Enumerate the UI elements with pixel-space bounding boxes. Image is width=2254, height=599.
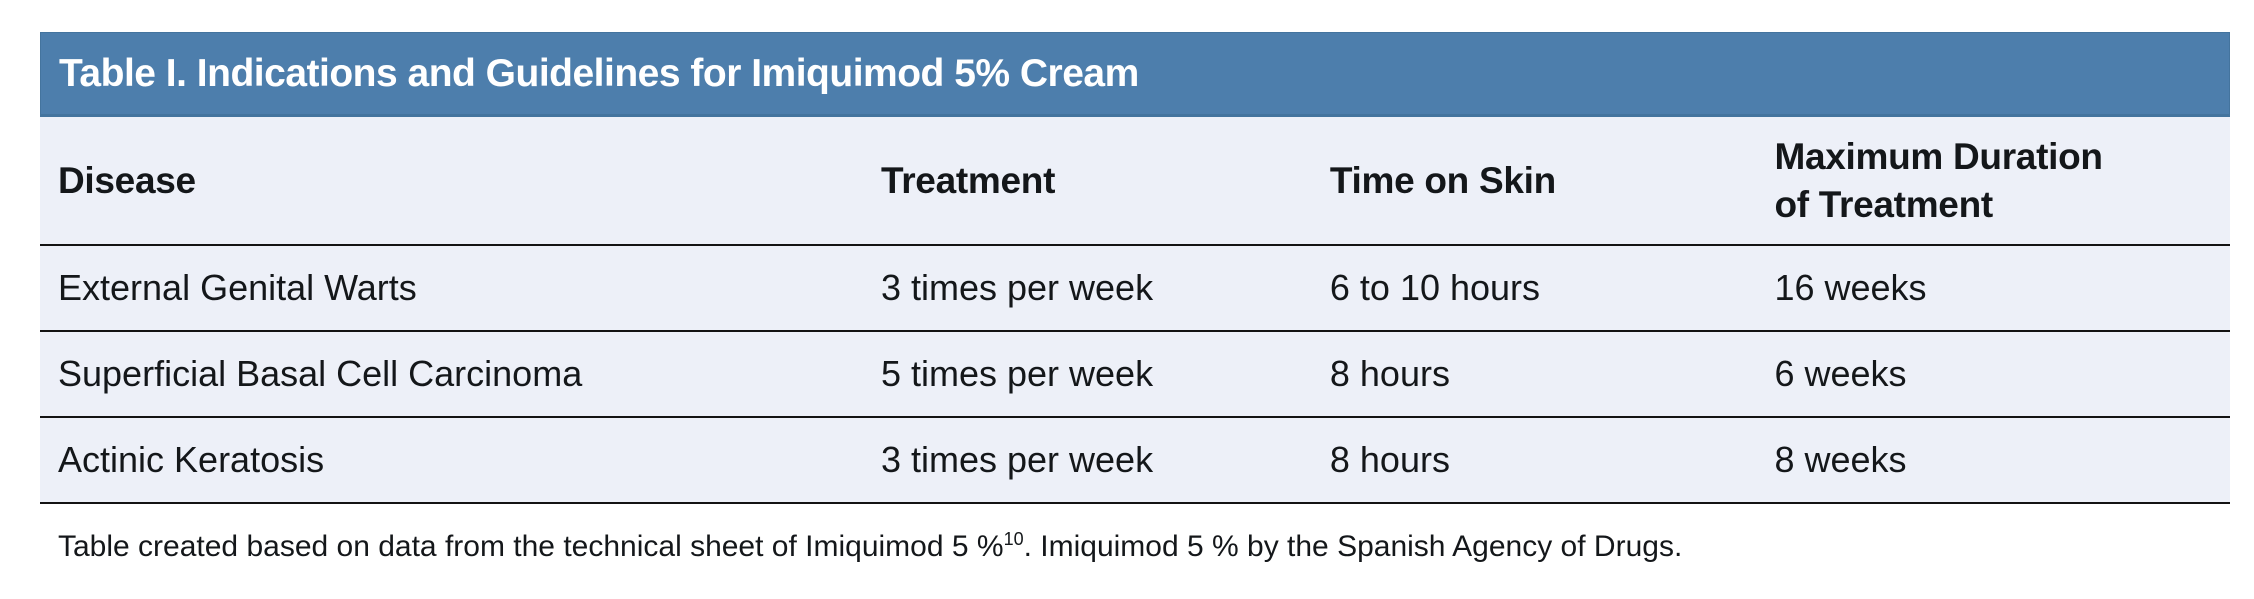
footnote-text-after-citation: . Imiquimod 5 % by the Spanish Agency of… (1023, 530, 1683, 563)
footnote-text-before-citation: Table created based on data from the tec… (58, 530, 1004, 563)
table-footnote: Table created based on data from the tec… (58, 530, 2230, 564)
cell-disease: Superficial Basal Cell Carcinoma (40, 331, 881, 418)
cell-time-on-skin: 8 hours (1329, 331, 1775, 418)
cell-treatment: 3 times per week (880, 417, 1330, 504)
column-header-time-on-skin: Time on Skin (1329, 117, 1775, 246)
cell-max-duration: 16 weeks (1774, 245, 2230, 332)
cell-time-on-skin: 8 hours (1329, 417, 1775, 504)
table-figure: Table I. Indications and Guidelines for … (40, 32, 2230, 564)
column-header-maximum-duration-label: Maximum Duration of Treatment (1774, 136, 2103, 225)
cell-treatment: 5 times per week (880, 331, 1330, 418)
table-row: Superficial Basal Cell Carcinoma 5 times… (40, 331, 2230, 418)
indications-table: Disease Treatment Time on Skin Maximum D… (40, 117, 2230, 504)
table-row: Actinic Keratosis 3 times per week 8 hou… (40, 417, 2230, 504)
header-row: Disease Treatment Time on Skin Maximum D… (40, 117, 2230, 246)
column-header-treatment: Treatment (880, 117, 1330, 246)
cell-disease: External Genital Warts (40, 245, 881, 332)
column-header-disease: Disease (40, 117, 881, 246)
table-title: Table I. Indications and Guidelines for … (59, 51, 1139, 95)
cell-treatment: 3 times per week (880, 245, 1330, 332)
footnote-citation-superscript: 10 (1003, 529, 1024, 549)
cell-time-on-skin: 6 to 10 hours (1329, 245, 1775, 332)
cell-max-duration: 8 weeks (1774, 417, 2230, 504)
cell-disease: Actinic Keratosis (40, 417, 881, 504)
column-header-maximum-duration: Maximum Duration of Treatment (1774, 117, 2230, 246)
table-title-bar: Table I. Indications and Guidelines for … (40, 32, 2230, 117)
cell-max-duration: 6 weeks (1774, 331, 2230, 418)
table-row: External Genital Warts 3 times per week … (40, 245, 2230, 332)
